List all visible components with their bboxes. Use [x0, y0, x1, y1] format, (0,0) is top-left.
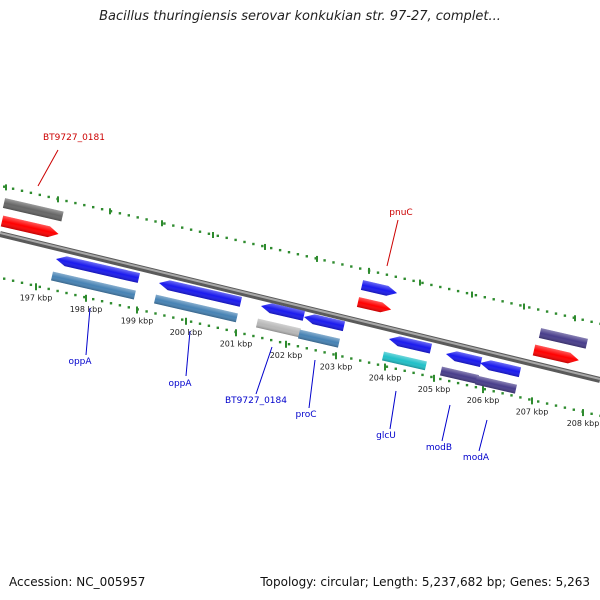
kbp-tick-label: 202 kbp [270, 351, 303, 360]
accession-text: Accession: NC_005957 [9, 575, 146, 589]
proC-feature[interactable] [297, 329, 340, 348]
kbp-tick-label: 197 kbp [20, 293, 53, 302]
BT9727_0181-feature[interactable] [2, 198, 64, 222]
label-proc[interactable]: proC [295, 359, 317, 420]
gene-feature[interactable] [538, 328, 588, 349]
kbp-ticks: 197 kbp 198 kbp 199 kbp 200 kbp 201 kbp 202 k… [3, 184, 600, 428]
gene-labels[interactable]: BT9727_0181 pnuC oppA oppA BT9727_0184 proC gl… [37, 133, 490, 463]
kbp-tick-label: 200 kbp [170, 328, 203, 337]
label-oppa[interactable]: oppA [68, 307, 92, 367]
proC-feature[interactable] [303, 312, 346, 332]
oppA-feature[interactable] [55, 254, 140, 283]
pnuC-feature[interactable] [360, 280, 398, 298]
bottom-scale-line [3, 277, 600, 418]
modB-feature[interactable] [439, 366, 480, 384]
modA-feature[interactable] [479, 358, 522, 378]
label-modb[interactable]: modB [426, 404, 452, 453]
svg-text:pnuC: pnuC [389, 208, 412, 218]
map-title: Bacillus thuringiensis serovar konkukian… [99, 9, 501, 24]
glcU-feature[interactable] [388, 334, 433, 354]
topology-text: Topology: circular; Length: 5,237,682 bp… [260, 575, 590, 589]
BT9727_0181-feature[interactable] [0, 215, 60, 240]
label-bt9727_0181[interactable]: BT9727_0181 [37, 133, 105, 187]
kbp-tick-label: 207 kbp [516, 407, 549, 416]
kbp-tick-label: 203 kbp [320, 362, 353, 371]
svg-text:glcU: glcU [376, 431, 396, 441]
BT9727_0184-feature[interactable] [255, 318, 301, 338]
pnuC-feature[interactable] [356, 297, 392, 314]
kbp-tick-label: 205 kbp [418, 385, 451, 394]
svg-text:oppA: oppA [168, 379, 192, 389]
oppA-feature[interactable] [153, 294, 238, 323]
label-pnuc[interactable]: pnuC [386, 208, 413, 267]
label-oppa[interactable]: oppA [168, 330, 192, 389]
gene-features[interactable] [0, 198, 588, 394]
glcU-feature[interactable] [381, 351, 427, 371]
genome-backbone [0, 231, 600, 383]
svg-text:proC: proC [295, 410, 316, 420]
label-bt9727_0184[interactable]: BT9727_0184 [225, 346, 287, 406]
label-glcu[interactable]: glcU [376, 390, 397, 441]
kbp-tick-label: 198 kbp [70, 305, 103, 314]
modB-feature[interactable] [445, 349, 483, 367]
kbp-tick-label: 204 kbp [369, 374, 402, 383]
svg-text:modB: modB [426, 443, 452, 453]
kbp-tick-label: 201 kbp [220, 339, 253, 348]
oppA-feature[interactable] [158, 278, 242, 307]
kbp-tick-label: 206 kbp [467, 396, 500, 405]
svg-text:modA: modA [463, 453, 490, 463]
modA-feature[interactable] [474, 375, 517, 394]
gene-feature[interactable] [532, 344, 580, 366]
svg-text:BT9727_0184: BT9727_0184 [225, 396, 287, 406]
oppA-feature[interactable] [50, 271, 136, 300]
kbp-tick-label: 199 kbp [121, 317, 154, 326]
svg-text:oppA: oppA [68, 357, 92, 367]
backbone-line [0, 232, 600, 380]
BT9727_0184-feature[interactable] [260, 301, 306, 321]
kbp-tick-label: 208 kbp [567, 419, 600, 428]
label-moda[interactable]: modA [463, 419, 490, 463]
svg-text:BT9727_0181: BT9727_0181 [43, 133, 105, 143]
